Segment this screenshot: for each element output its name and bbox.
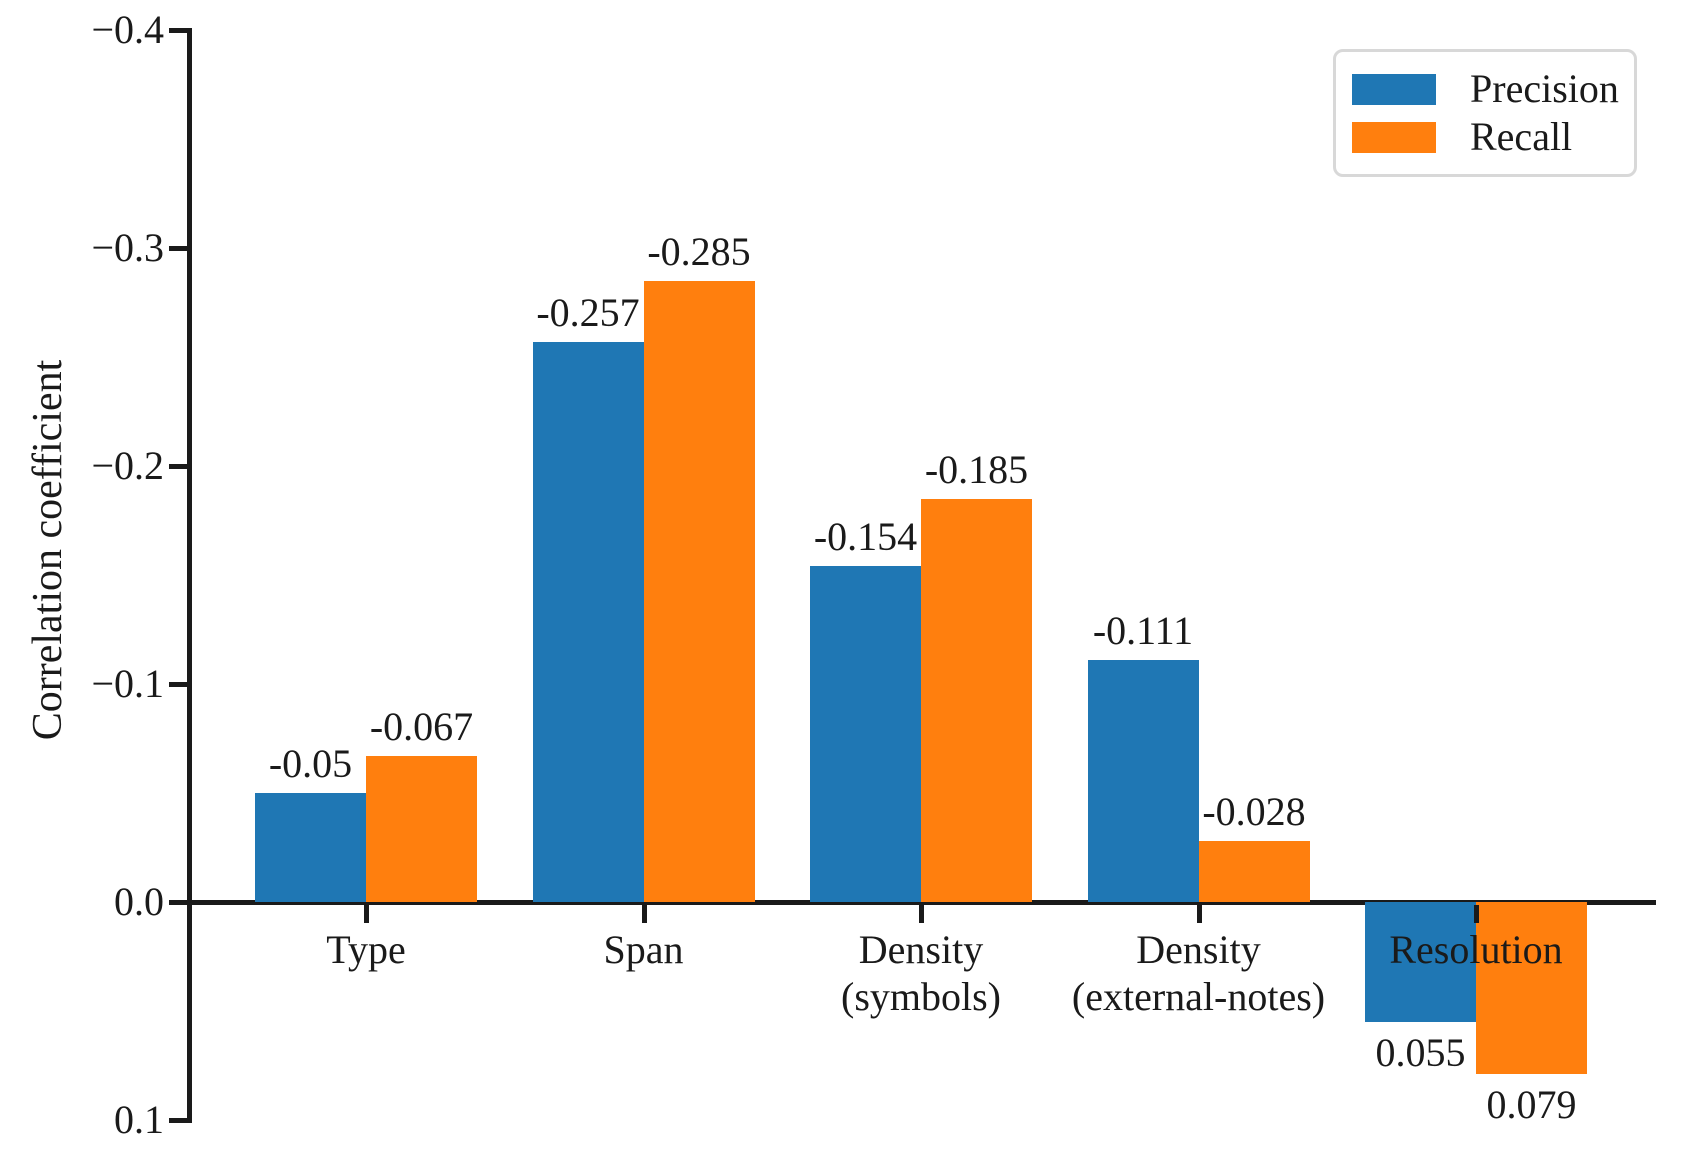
bar-precision-0 [255,793,366,902]
bar-value-label: -0.257 [536,289,640,335]
bar-recall-0 [366,755,477,902]
category-label: Span [603,927,684,972]
legend-item-precision: Precision [1352,66,1619,111]
bar-recall-4 [1476,902,1587,1075]
legend-item-recall: Recall [1352,115,1616,159]
bar-value-label: 0.055 [1375,1029,1466,1075]
y-tick-label: −0.4 [91,7,164,52]
bar-value-label: -0.185 [924,446,1029,492]
x-tick [919,905,924,923]
y-axis-spine [187,28,192,1123]
y-tick [169,464,187,469]
y-tick [169,246,187,251]
category-label: Density (external-notes) [1071,927,1326,1019]
bar-value-label: -0.111 [1092,608,1194,654]
bar-value-label: -0.154 [813,514,918,560]
legend-swatch-recall [1352,121,1436,153]
bar-recall-2 [921,498,1032,902]
y-tick [169,1118,187,1123]
bar-value-label: -0.05 [268,741,353,786]
x-tick [641,905,647,923]
legend-label-precision: Precision [1470,66,1619,111]
bar-precision-3 [1087,660,1199,902]
bar-precision-2 [810,566,921,902]
y-tick [169,28,187,33]
y-tick-label: 0.1 [114,1097,164,1142]
bar-value-label: 0.079 [1486,1082,1577,1128]
bar-recall-3 [1198,840,1310,902]
x-axis-zero-line [187,900,1656,905]
legend-label-recall: Recall [1470,114,1573,159]
legend-swatch-precision [1352,73,1436,105]
category-label: Type [326,927,406,972]
bar-precision-1 [532,341,644,902]
legend: Precision Recall [1333,49,1637,177]
bar-precision-4 [1365,902,1476,1022]
y-tick-label: −0.2 [91,443,164,488]
bar-recall-1 [643,280,755,902]
bar-value-label: -0.067 [369,703,474,749]
x-tick [1196,905,1202,923]
y-tick-label: −0.3 [91,225,164,270]
y-tick [169,682,187,687]
category-label: Density (symbols) [841,927,1001,1019]
y-tick-label: 0.0 [114,879,164,924]
y-axis-label: Correlation coefficient [25,359,71,741]
x-tick [1474,905,1479,923]
y-tick [169,900,187,905]
bar-value-label: -0.285 [647,228,751,274]
y-tick-label: −0.1 [91,661,164,706]
x-tick [364,905,369,923]
category-label: Resolution [1389,927,1563,972]
bar-value-label: -0.028 [1202,788,1306,834]
